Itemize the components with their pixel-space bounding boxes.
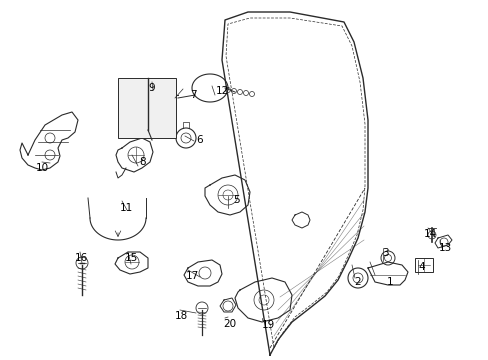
- Text: 5: 5: [233, 195, 240, 205]
- Text: 13: 13: [437, 243, 451, 253]
- Text: 10: 10: [35, 163, 48, 173]
- Text: 12: 12: [215, 86, 228, 96]
- Text: 16: 16: [74, 253, 87, 263]
- Bar: [414, 258, 432, 272]
- Text: 14: 14: [423, 229, 436, 239]
- Bar: [118, 78, 176, 138]
- Text: 2: 2: [354, 277, 361, 287]
- Text: 3: 3: [381, 248, 387, 258]
- Text: 11: 11: [119, 203, 132, 213]
- Text: 9: 9: [148, 83, 155, 93]
- Text: 15: 15: [124, 253, 137, 263]
- Text: 18: 18: [174, 311, 187, 321]
- Text: 1: 1: [386, 277, 392, 287]
- Text: 19: 19: [261, 320, 274, 330]
- Text: 7: 7: [189, 90, 196, 100]
- Text: 6: 6: [196, 135, 203, 145]
- Text: 4: 4: [418, 262, 425, 272]
- Text: 8: 8: [140, 157, 146, 167]
- Text: 17: 17: [185, 271, 198, 281]
- Text: 20: 20: [223, 319, 236, 329]
